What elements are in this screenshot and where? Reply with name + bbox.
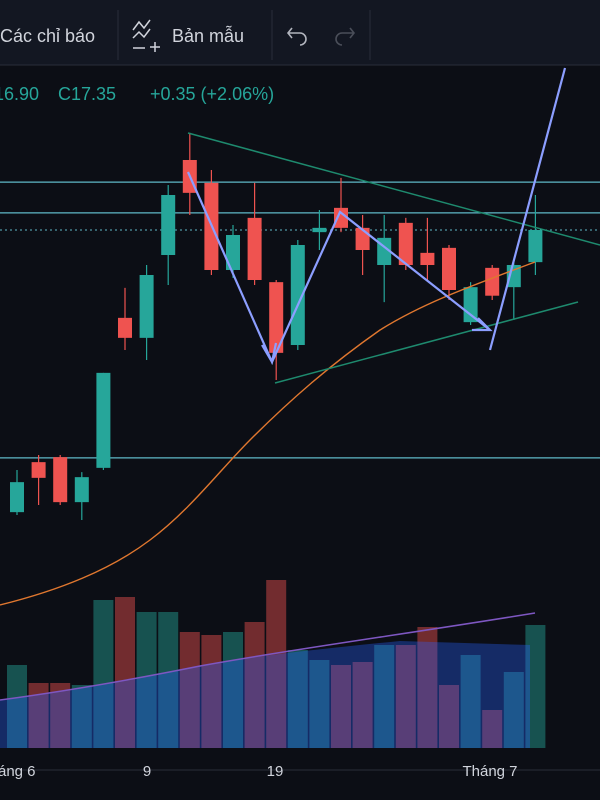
candle-body [96, 372, 111, 468]
volume-ma-line [0, 612, 536, 701]
candle-body [247, 217, 262, 280]
volume-bar [71, 685, 92, 748]
moving-average [0, 261, 536, 606]
templates-button[interactable]: Bản mẫu [172, 25, 244, 46]
volume-bar [309, 660, 330, 748]
candle-body [10, 482, 24, 513]
indicators-button[interactable]: Các chỉ báo [0, 26, 95, 46]
volume-bar [460, 655, 481, 748]
volume-pane [7, 580, 546, 748]
candle-body [398, 222, 413, 265]
candle-body [420, 252, 435, 265]
volume-bar [374, 645, 395, 748]
arrow-drawing [186, 67, 567, 366]
time-axis: Tháng 6 9 19 Tháng 7 [0, 763, 518, 780]
candle-body [74, 477, 89, 503]
time-label: Tháng 6 [0, 763, 36, 780]
candle-body [53, 457, 68, 503]
volume-bar [7, 665, 27, 748]
volume-bar [439, 685, 459, 748]
candle-body [161, 195, 176, 255]
candle-body [355, 227, 370, 250]
volume-bar [179, 632, 200, 748]
volume-ma-area [0, 641, 530, 748]
candle-body [226, 235, 240, 270]
volume-bar [287, 650, 308, 748]
volume-bar [331, 665, 351, 748]
volume-bar [352, 662, 373, 748]
volume-bar [417, 627, 438, 748]
volume-bar [503, 672, 524, 748]
candle-body [139, 275, 154, 338]
volume-bar [525, 625, 546, 748]
trend-line [274, 301, 579, 384]
trend-line [187, 132, 600, 246]
candle-body [118, 317, 132, 338]
volume-bar [395, 645, 416, 748]
time-label: 19 [267, 763, 284, 780]
volume-bar [244, 622, 265, 748]
volume-bar [136, 612, 157, 748]
candle-body [334, 207, 348, 228]
volume-bar [158, 612, 179, 748]
volume-bar [115, 597, 135, 748]
time-label: Tháng 7 [462, 763, 517, 780]
legend-change: +0.35 (+2.06%) [150, 84, 274, 104]
volume-bar [28, 683, 49, 748]
candle-body [528, 230, 543, 263]
price-pane [0, 132, 600, 520]
templates-icon[interactable] [132, 19, 160, 52]
volume-bar [266, 580, 287, 748]
legend-close: C17.35 [58, 84, 116, 104]
candle-body [31, 462, 46, 478]
undo-button[interactable] [286, 27, 307, 46]
volume-bar [482, 710, 503, 748]
candle-body [312, 227, 327, 233]
candle-body [485, 267, 500, 296]
volume-bar [50, 683, 71, 748]
candle-body [442, 247, 456, 290]
legend-open: O16.90 [0, 84, 39, 104]
candle-body [463, 287, 478, 323]
volume-bar [93, 600, 114, 748]
redo-button[interactable] [335, 27, 356, 46]
time-label: 9 [143, 763, 151, 780]
candle-body [290, 245, 305, 345]
candle-body [269, 282, 284, 353]
